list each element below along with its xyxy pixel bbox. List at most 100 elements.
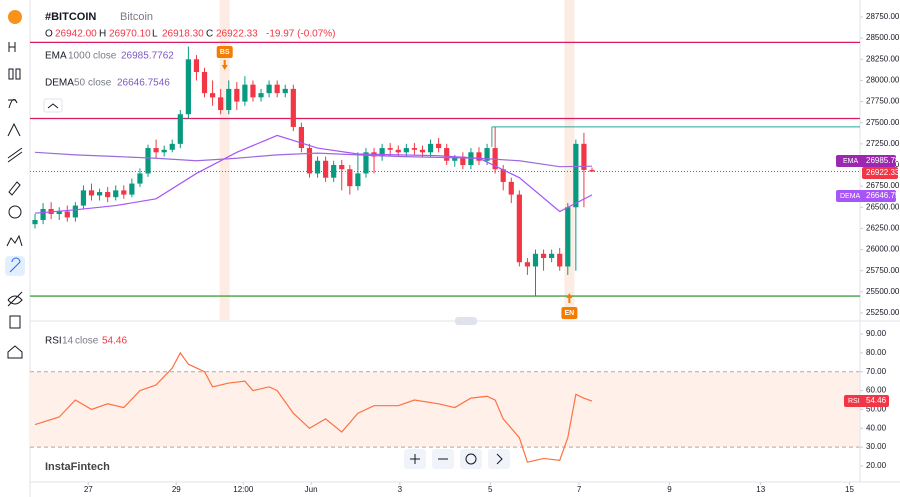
candle-body bbox=[403, 148, 409, 153]
candle-body bbox=[379, 148, 385, 157]
ema-param: 0 bbox=[85, 51, 91, 62]
x-tick-label: 9 bbox=[667, 485, 672, 494]
symbol-name: Bitcoin bbox=[120, 11, 153, 23]
x-tick-label: 5 bbox=[488, 485, 493, 494]
ohlc-key: H bbox=[99, 29, 106, 40]
y-tick-label: 27250.00 bbox=[866, 139, 900, 148]
y-tick-label: 26250.00 bbox=[866, 224, 900, 233]
candle-body bbox=[355, 173, 361, 187]
highlight-band bbox=[564, 0, 575, 320]
candle-body bbox=[161, 149, 167, 153]
candle-body bbox=[331, 164, 337, 178]
candle-body bbox=[193, 59, 200, 72]
candle-body bbox=[395, 149, 401, 153]
candle-body bbox=[56, 211, 62, 215]
tool-icon[interactable] bbox=[7, 345, 23, 359]
ema-tag bbox=[836, 155, 896, 167]
tool-icon[interactable] bbox=[9, 315, 21, 329]
tool-icon[interactable] bbox=[9, 257, 21, 273]
x-tick-label: 29 bbox=[172, 485, 181, 494]
candle-body bbox=[105, 192, 111, 198]
tool-icon[interactable] bbox=[7, 291, 23, 307]
candle-body bbox=[258, 93, 264, 98]
ohlc-value: 26970.10 bbox=[109, 29, 151, 40]
y-tick-label: 70.00 bbox=[866, 367, 887, 376]
tool-icon[interactable] bbox=[8, 205, 22, 219]
ohlc-change: -19.97 (-0.07%) bbox=[266, 29, 335, 40]
scroll-right[interactable] bbox=[488, 449, 510, 469]
dema-tag-value: 26646.75 bbox=[866, 191, 900, 200]
dema-name: DEMA bbox=[45, 78, 74, 89]
y-tick-label: 60.00 bbox=[866, 386, 887, 395]
candle-body bbox=[72, 205, 78, 218]
y-tick-label: 26750.00 bbox=[866, 181, 900, 190]
candle-body bbox=[290, 88, 296, 127]
candle-body bbox=[476, 152, 482, 161]
tool-icon[interactable] bbox=[7, 147, 23, 163]
highlight-band bbox=[219, 0, 230, 320]
signal-marker bbox=[561, 307, 578, 319]
candle-body bbox=[242, 84, 248, 102]
x-tick-label: Jun bbox=[305, 485, 318, 494]
candle-body bbox=[201, 71, 208, 94]
rsi-band bbox=[30, 371, 860, 448]
candle-body bbox=[363, 152, 369, 174]
ema-param: 100 bbox=[68, 51, 85, 62]
dema-value: 26646.7546 bbox=[117, 78, 170, 89]
tool-icon[interactable] bbox=[8, 42, 16, 52]
x-tick-label: 12:00 bbox=[233, 485, 254, 494]
rsi-value: 54.46 bbox=[102, 336, 127, 347]
y-tick-label: 26500.00 bbox=[866, 202, 900, 211]
candle-body bbox=[549, 253, 555, 259]
coin-icon[interactable] bbox=[8, 10, 22, 24]
tool-icon[interactable] bbox=[6, 234, 23, 247]
y-tick-label: 28750.00 bbox=[866, 12, 900, 21]
rsi-tag bbox=[844, 395, 889, 407]
candle-body bbox=[80, 190, 87, 206]
candle-body bbox=[209, 93, 216, 98]
tool-icon[interactable] bbox=[8, 98, 18, 109]
y-tick-label: 26000.00 bbox=[866, 245, 900, 254]
y-tick-label: 30.00 bbox=[866, 442, 887, 451]
ohlc-value: 26922.33 bbox=[216, 29, 258, 40]
candle-body bbox=[347, 169, 353, 187]
candle-body bbox=[282, 88, 288, 94]
ohlc-key: O bbox=[45, 29, 53, 40]
tool-icon[interactable] bbox=[7, 122, 21, 137]
candle-body bbox=[96, 192, 103, 196]
header: #BITCOIN Bitcoin O 26942.00 H 26970.10 L… bbox=[43, 11, 335, 473]
tool-icon[interactable] bbox=[8, 181, 21, 196]
candle-body bbox=[274, 84, 280, 94]
rsi-name: RSI bbox=[45, 336, 62, 347]
symbol: #BITCOIN bbox=[45, 11, 96, 23]
icon bbox=[465, 453, 477, 465]
y-tick-label: 25750.00 bbox=[866, 266, 900, 275]
tool-icon[interactable] bbox=[8, 68, 14, 80]
tool-active[interactable] bbox=[5, 256, 25, 276]
collapse-button[interactable] bbox=[43, 98, 63, 113]
candle-body bbox=[153, 148, 159, 153]
y-tick-label: 27500.00 bbox=[866, 118, 900, 127]
candle-body bbox=[500, 169, 506, 182]
candle-body bbox=[452, 156, 458, 161]
tool-icon[interactable] bbox=[15, 68, 21, 80]
candle-body bbox=[508, 181, 514, 195]
rsi-line bbox=[34, 351, 593, 463]
y-tick-label: 28000.00 bbox=[866, 76, 900, 85]
candle-body bbox=[484, 148, 490, 161]
candle-body bbox=[113, 190, 119, 198]
y-tick-label: 25500.00 bbox=[866, 287, 900, 296]
candle-body bbox=[218, 97, 224, 111]
candle-body bbox=[250, 84, 256, 98]
rsi-param: close bbox=[75, 336, 99, 347]
y-tick-label: 40.00 bbox=[866, 423, 887, 432]
icon bbox=[496, 453, 503, 465]
candle-body bbox=[64, 211, 70, 218]
candle-body bbox=[314, 160, 321, 174]
candle-body bbox=[516, 194, 522, 263]
signal-marker bbox=[216, 46, 233, 58]
dema-param: 50 bbox=[74, 78, 86, 89]
reset[interactable] bbox=[460, 449, 482, 469]
y-tick-label: 20.00 bbox=[866, 461, 887, 470]
icon bbox=[410, 454, 420, 464]
